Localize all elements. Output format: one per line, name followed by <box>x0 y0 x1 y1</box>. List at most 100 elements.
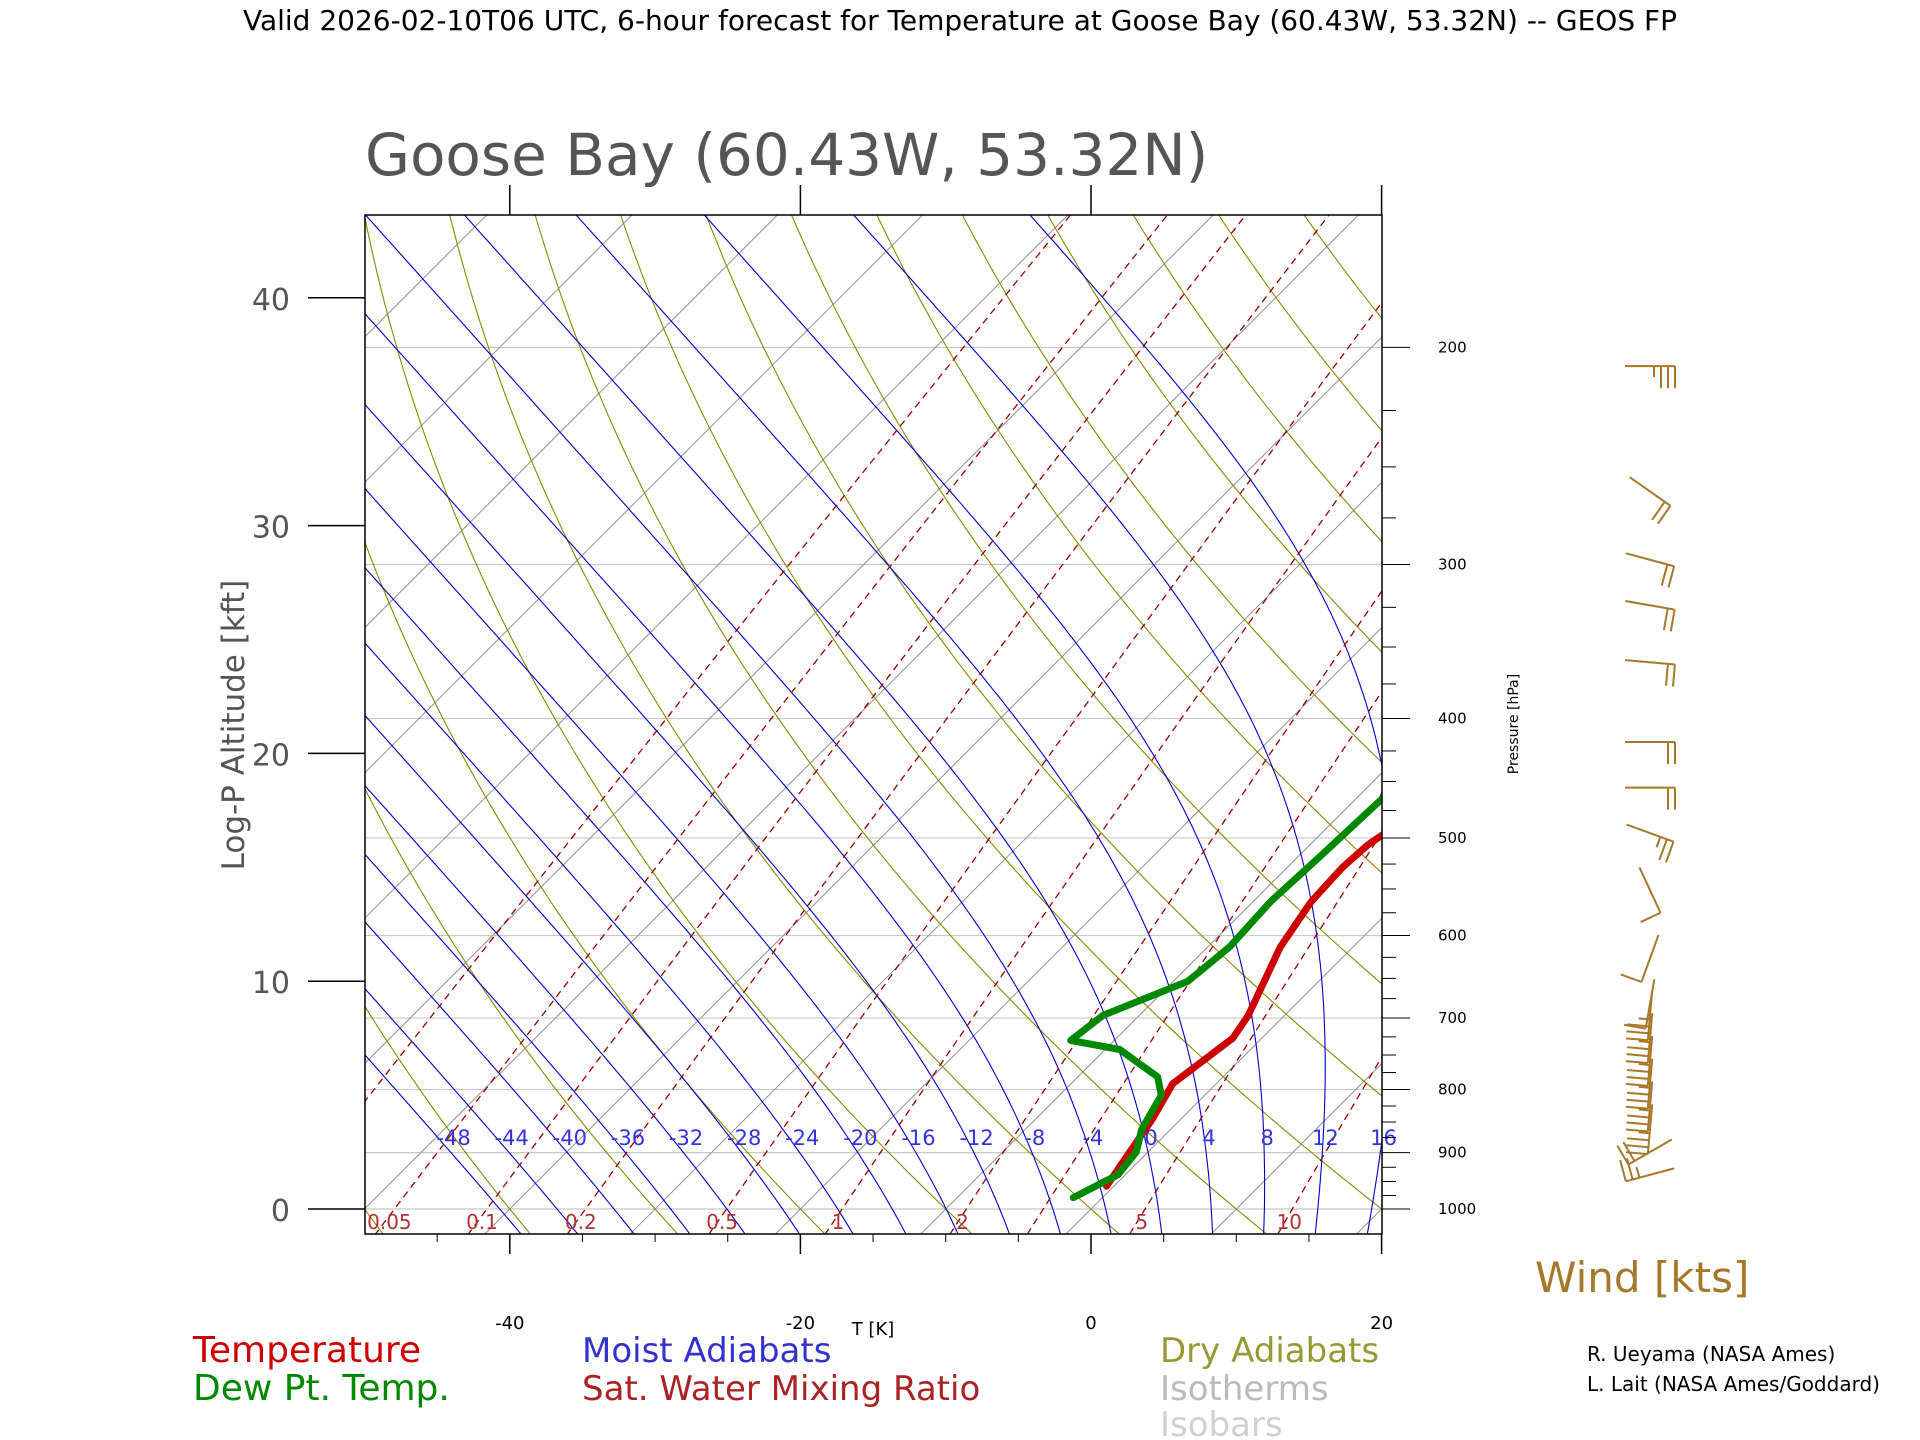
wind-barb-staff <box>1627 1138 1673 1166</box>
isotherm-line <box>1355 1207 1382 1234</box>
wind-barb-flag <box>1625 1105 1648 1110</box>
pressure-tick-label: 500 <box>1438 829 1467 847</box>
wind-barb-staff <box>1646 990 1654 1041</box>
wind-barb-flag <box>1627 1046 1650 1051</box>
moist-adiabat-label: -12 <box>959 1126 993 1150</box>
y-axis-label: Log-P Altitude [kft] <box>216 580 252 871</box>
wind-barb-staff <box>1625 1167 1675 1183</box>
wind-barb-half-flag <box>1638 1062 1650 1066</box>
pressure-tick-label: 900 <box>1438 1144 1467 1162</box>
moist-adiabat-label: -36 <box>611 1126 645 1150</box>
mixing-ratio-line <box>1026 690 1382 1234</box>
pressure-tick-label: 800 <box>1438 1081 1467 1099</box>
background-lines <box>0 184 1920 1255</box>
dry-adiabat-line <box>620 215 1382 1211</box>
moist-adiabat-line <box>365 853 691 1234</box>
wind-barb-flag <box>1671 664 1676 687</box>
wind-barb-staff <box>1626 823 1674 843</box>
wind-barb-staff <box>1646 1058 1654 1109</box>
mixing-ratio-line <box>1425 184 1920 1255</box>
mixing-ratio-line <box>1128 831 1382 1234</box>
wind-barb-half-flag <box>1638 1085 1650 1089</box>
moist-adiabat-line <box>365 642 854 1234</box>
wind-barb-flag <box>1625 1128 1648 1133</box>
axes: 0 10 20 30 40 -40 -20 0 20 1000 900 800 700 600 500 400… <box>252 185 1476 1334</box>
legend-moist-adiabats: Moist Adiabats <box>582 1331 831 1371</box>
wind-barb-flag <box>1651 501 1666 521</box>
moist-adiabat-label: -32 <box>669 1126 703 1150</box>
isotherm-line <box>0 184 82 1255</box>
wind-barb-flag <box>1662 608 1669 631</box>
wind-barb-flag <box>1665 663 1669 686</box>
wind-barb-staff <box>1625 659 1675 666</box>
wind-barb-staff <box>1638 866 1662 914</box>
wind-barb-staff <box>1646 1035 1654 1086</box>
wind-barbs <box>1616 365 1676 1183</box>
dry-adiabat-line <box>1218 215 1382 432</box>
wind-barb-half-flag <box>1638 1131 1650 1135</box>
wind-barb-half-flag <box>1638 1040 1650 1044</box>
chart-title: Goose Bay (60.43W, 53.32N) <box>365 121 1208 189</box>
legend-isotherms: Isotherms <box>1160 1369 1329 1409</box>
moist-adiabat-label: -4 <box>1082 1126 1103 1150</box>
legend: Temperature Dew Pt. Temp. Moist Adiabats… <box>192 1330 1379 1440</box>
wind-barb-staff <box>1625 600 1675 611</box>
isotherm-line <box>365 215 633 483</box>
moist-adiabat-label: -16 <box>901 1126 935 1150</box>
isotherm-line <box>1065 917 1382 1234</box>
mixing-ratio-label: 2 <box>956 1210 969 1234</box>
wind-barb-flag <box>1626 1075 1649 1080</box>
wind-barb-flag <box>1660 564 1669 586</box>
pressure-tick-label: 700 <box>1438 1009 1467 1027</box>
wind-barb-flag <box>1627 1137 1650 1142</box>
wind-barb-staff <box>1646 1013 1654 1064</box>
wind-barb-flag <box>1625 1082 1648 1087</box>
dry-adiabat-line <box>1047 215 1382 654</box>
moist-adiabat-line <box>852 215 1326 1234</box>
dry-adiabat-line <box>365 787 679 1234</box>
moist-adiabat-line <box>365 1054 522 1234</box>
wind-barb-half-flag <box>1655 836 1662 848</box>
moist-adiabat-label: -28 <box>727 1126 761 1150</box>
moist-adiabat-label: -40 <box>553 1126 587 1150</box>
wind-barb-flag <box>1627 1114 1650 1119</box>
wind-barb-flag <box>1620 973 1642 983</box>
isotherm-line <box>365 215 779 629</box>
dry-adiabat-line <box>876 215 1382 874</box>
dewpoint-series <box>1067 790 1382 1202</box>
legend-isobars: Isobars <box>1160 1405 1283 1440</box>
isotherm-line <box>1481 184 1920 1255</box>
dry-adiabat-line <box>961 215 1382 764</box>
mixing-ratio-line <box>1277 1055 1382 1234</box>
mixing-ratio-label: 1 <box>832 1210 845 1234</box>
wind-barb-flag <box>1625 1157 1634 1180</box>
wind-barb-flag <box>1640 911 1661 923</box>
wind-barb-flag <box>1665 841 1675 863</box>
isotherm-line <box>365 215 1214 1064</box>
isotherm-line <box>774 626 1382 1234</box>
legend-dewpoint: Dew Pt. Temp. <box>193 1368 450 1409</box>
moist-adiabat-label: -44 <box>495 1126 529 1150</box>
wind-barb-staff <box>1640 934 1660 983</box>
mixing-ratio-line <box>467 215 1247 1234</box>
wind-barb-flag <box>1669 609 1676 632</box>
wind-barb-flag <box>1626 1098 1649 1103</box>
legend-dry-adiabats: Dry Adiabats <box>1160 1331 1379 1371</box>
pressure-tick-label: 1000 <box>1438 1200 1476 1218</box>
moist-adiabat-label: -48 <box>436 1126 470 1150</box>
moist-adiabat-line <box>365 215 1112 1234</box>
moist-adiabat-line <box>365 567 907 1234</box>
wind-barb-flag <box>1616 1144 1630 1166</box>
x-axis-label: T [K] <box>851 1319 895 1340</box>
wind-barb-flag <box>1627 1023 1650 1028</box>
mixing-ratio-line <box>374 215 1169 1234</box>
pressure-tick-label: 200 <box>1438 338 1467 356</box>
dry-adiabat-line <box>1619 184 1920 1255</box>
moist-adiabat-label: -8 <box>1024 1126 1045 1150</box>
y-tick-label: 40 <box>252 283 290 318</box>
wind-barb-flag <box>1626 1030 1649 1035</box>
isotherm-line <box>365 215 488 338</box>
moist-adiabat-line <box>703 215 1266 1234</box>
wind-label: Wind [kts] <box>1535 1253 1749 1302</box>
